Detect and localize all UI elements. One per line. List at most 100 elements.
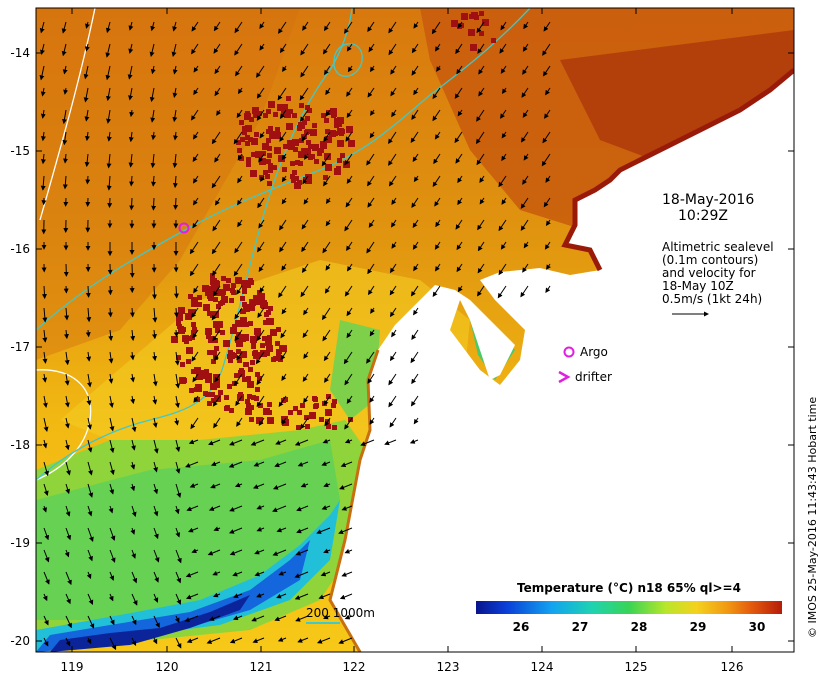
velocity-vector <box>411 197 419 209</box>
velocity-vector <box>338 637 353 644</box>
velocity-vector <box>339 593 353 600</box>
velocity-vector <box>523 241 529 249</box>
velocity-vector <box>212 219 221 232</box>
velocity-vector <box>83 65 89 80</box>
velocity-vector <box>322 241 331 254</box>
velocity-vector <box>64 439 70 451</box>
cloud-pixel <box>274 147 281 154</box>
velocity-vector <box>388 153 397 166</box>
velocity-vector <box>476 21 485 34</box>
velocity-vector <box>411 329 419 341</box>
cloud-pixel <box>239 368 244 373</box>
velocity-vector <box>344 548 353 554</box>
cloud-pixel <box>298 122 305 129</box>
argo-float-marker[interactable] <box>178 222 190 234</box>
velocity-vector <box>108 351 114 364</box>
cloud-pixel <box>266 129 271 134</box>
cloud-pixel <box>207 401 212 406</box>
velocity-vector <box>210 483 221 489</box>
velocity-vector <box>256 87 265 99</box>
velocity-vector <box>87 483 94 498</box>
cloud-pixel <box>282 167 287 172</box>
cloud-pixel <box>290 174 295 179</box>
velocity-vector <box>188 439 199 445</box>
cloud-pixel <box>197 295 202 300</box>
cloud-mask <box>171 11 496 430</box>
velocity-vector <box>107 197 113 209</box>
cloud-pixel <box>224 406 229 411</box>
velocity-vector <box>109 549 116 563</box>
cloud-pixel <box>251 395 256 400</box>
lat-label: -17 <box>10 340 30 354</box>
velocity-vector <box>105 21 111 34</box>
velocity-vector <box>499 43 507 54</box>
cloud-pixel <box>491 38 496 43</box>
cloud-pixel <box>267 153 272 158</box>
cloud-pixel <box>239 120 244 125</box>
colorbar-tick: 28 <box>630 620 648 634</box>
velocity-vector <box>344 417 353 430</box>
cloud-pixel <box>293 406 298 411</box>
velocity-vector <box>410 285 419 297</box>
velocity-vector <box>237 175 243 184</box>
velocity-vector <box>323 21 331 32</box>
velocity-vector <box>302 21 309 31</box>
velocity-vector <box>542 65 551 77</box>
cloud-pixel <box>210 273 215 278</box>
velocity-vector <box>316 527 331 534</box>
cloud-pixel <box>242 130 247 135</box>
velocity-vector <box>478 65 485 75</box>
cloud-pixel <box>267 335 272 340</box>
velocity-vector <box>367 263 375 275</box>
cloud-pixel <box>255 387 260 392</box>
velocity-vector <box>303 395 309 404</box>
cloud-pixel <box>261 151 266 156</box>
cloud-pixel <box>337 158 342 163</box>
velocity-vector <box>191 43 199 55</box>
velocity-vector <box>322 438 331 444</box>
cloud-pixel <box>279 346 284 351</box>
velocity-vector <box>323 351 331 362</box>
velocity-vector <box>250 439 265 446</box>
velocity-vector <box>389 307 397 318</box>
velocity-vector <box>235 65 243 77</box>
velocity-vector <box>367 285 375 296</box>
velocity-vector <box>214 65 221 75</box>
cloud-pixel <box>250 306 255 311</box>
cloud-pixel <box>317 151 322 156</box>
velocity-vector <box>175 439 181 453</box>
velocity-vector <box>301 241 309 253</box>
velocity-vector <box>324 373 331 383</box>
velocity-vector <box>153 615 160 629</box>
velocity-vector <box>61 21 67 34</box>
velocity-vector <box>175 637 182 649</box>
velocity-vector <box>234 43 243 56</box>
velocity-vector <box>545 175 551 183</box>
cloud-pixel <box>245 111 250 116</box>
velocity-vector <box>43 483 49 496</box>
velocity-vector <box>153 505 159 517</box>
velocity-vector <box>131 439 136 451</box>
velocity-vector <box>304 153 309 160</box>
velocity-vector <box>341 505 353 511</box>
cloud-pixel <box>267 410 272 415</box>
cloud-pixel <box>278 357 283 362</box>
cloud-pixel <box>245 135 250 140</box>
velocity-vector <box>65 505 71 517</box>
velocity-vector <box>456 65 463 75</box>
velocity-vector <box>434 263 441 272</box>
velocity-vector <box>129 307 135 318</box>
yellow-zone <box>60 260 470 470</box>
argo-legend-icon <box>563 346 575 358</box>
velocity-vector <box>149 87 155 103</box>
cloud-pixel <box>321 113 326 118</box>
velocity-vector <box>454 87 463 99</box>
velocity-vector <box>325 219 331 227</box>
cloud-pixel <box>208 336 215 343</box>
cloud-pixel <box>319 417 324 422</box>
velocity-vector <box>413 175 419 183</box>
velocity-vector <box>229 549 243 556</box>
velocity-vector <box>346 241 353 252</box>
cloud-pixel <box>227 354 232 359</box>
lat-label: -18 <box>10 438 30 452</box>
